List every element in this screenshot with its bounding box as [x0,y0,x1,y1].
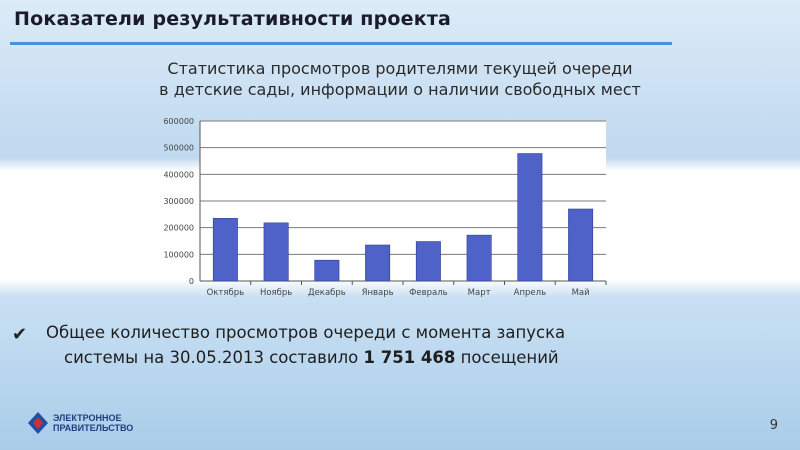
y-tick-label: 300000 [163,197,194,206]
bar [415,241,441,282]
x-tick-label: Январь [362,288,394,298]
bar [466,234,492,282]
title-divider [10,42,672,45]
bar [212,218,238,282]
x-tick-label: Ноябрь [260,288,292,298]
y-tick-label: 100000 [163,250,194,259]
x-tick-label: Октябрь [207,288,245,298]
x-tick-label: Декабрь [308,288,346,298]
bar [365,244,391,282]
summary-text: Общее количество просмотров очереди с мо… [46,320,712,370]
bar [314,259,340,282]
summary-line-2-text: системы на 30.05.2013 составило [64,348,364,367]
summary-note: ✔ Общее количество просмотров очереди с … [12,320,712,370]
bar [263,222,289,282]
x-tick-label: Март [468,288,491,298]
bar [568,208,594,282]
checkmark-icon: ✔ [12,324,28,345]
summary-line-1: Общее количество просмотров очереди с мо… [46,323,566,342]
page-title: Показатели результативности проекта [14,8,452,30]
logo-text-line-1: ЭЛЕКТРОННОЕ [53,413,121,423]
subtitle-line-1: Статистика просмотров родителями текущей… [167,59,633,78]
y-tick-label: 400000 [163,170,194,179]
e-government-logo: ЭЛЕКТРОННОЕ ПРАВИТЕЛЬСТВО [28,412,133,434]
summary-suffix: посещений [455,348,559,367]
x-tick-label: Февраль [409,288,448,298]
y-tick-label: 600000 [163,117,194,126]
chart-subtitle: Статистика просмотров родителями текущей… [0,58,800,100]
x-tick-label: Май [572,288,590,298]
subtitle-line-2: в детские сады, информации о наличии сво… [159,80,641,99]
summary-line-2: системы на 30.05.2013 составило 1 751 46… [46,345,712,370]
bar-chart: 0 100000 200000 300000 400000 500000 600000 Окт… [163,117,607,298]
x-tick-label: Апрель [514,288,546,298]
bar [517,153,543,282]
logo-emblem-icon [28,412,48,434]
y-tick-label: 200000 [163,224,194,233]
y-tick-label: 0 [189,277,194,286]
total-views-value: 1 751 468 [363,348,456,367]
page-number: 9 [769,418,778,433]
y-tick-label: 500000 [163,144,194,153]
logo-text-line-2: ПРАВИТЕЛЬСТВО [53,423,133,433]
